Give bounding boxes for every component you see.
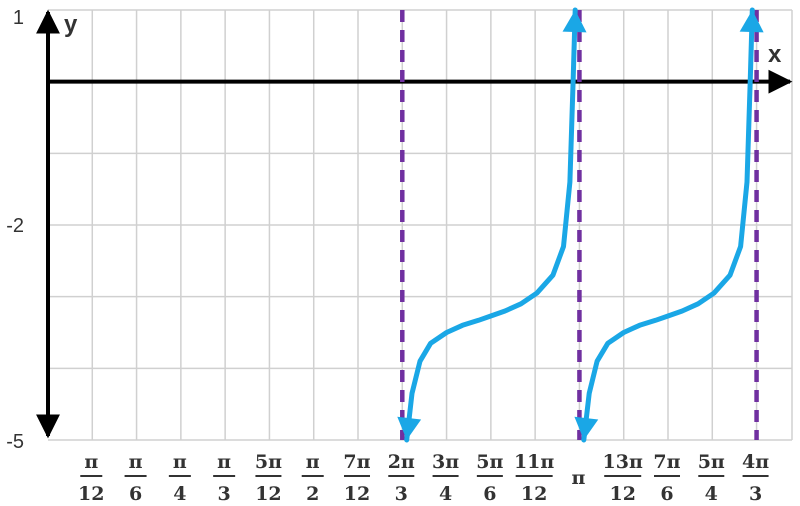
y-tick-label: 1 (13, 7, 24, 29)
x-tick-labels: π12π6π4π35π12π27π122π33π45π611π12π13π127… (78, 451, 769, 505)
x-tick-label: 2π3 (388, 451, 415, 505)
x-tick-denominator: 12 (78, 483, 104, 505)
curve-arrowhead-2-bottom (574, 416, 599, 440)
x-tick-label: 5π6 (476, 451, 503, 505)
curve-arrowhead-1-top (562, 10, 587, 33)
y-tick-label: -2 (6, 215, 24, 237)
x-tick-numerator: π (173, 451, 187, 473)
x-tick-numerator: 2π (388, 451, 415, 473)
axes (36, 9, 793, 439)
y-tick-labels: 1 -2 -5 (6, 7, 24, 453)
x-tick-denominator: 12 (255, 483, 281, 505)
curves (397, 7, 764, 443)
x-tick-numerator: 7π (653, 451, 680, 473)
x-tick-numerator: 13π (603, 451, 643, 473)
x-tick-numerator: 5π (698, 451, 725, 473)
x-tick-denominator: 6 (129, 483, 142, 505)
x-axis-label: x (768, 41, 782, 68)
x-tick-label: 7π6 (653, 451, 680, 505)
x-tick-denominator: 12 (344, 483, 370, 505)
x-tick-label: 4π3 (742, 451, 769, 505)
x-tick-denominator: 6 (660, 483, 673, 505)
x-tick-numerator: 11π (514, 451, 554, 473)
curve-arrowhead-1-bottom (397, 416, 422, 440)
x-tick-whole: π (571, 467, 585, 489)
x-tick-denominator: 12 (521, 483, 547, 505)
curve-arrowhead-2-top (739, 10, 764, 33)
x-tick-denominator: 3 (395, 483, 408, 505)
x-tick-numerator: 7π (343, 451, 370, 473)
x-tick-label: π2 (301, 451, 324, 505)
y-axis-label: y (64, 11, 78, 38)
x-tick-denominator: 6 (483, 483, 496, 505)
grid (48, 9, 793, 441)
asymptotes (400, 10, 759, 440)
x-tick-label: π 12 (78, 451, 104, 505)
x-tick-denominator: 12 (609, 483, 635, 505)
x-tick-numerator: π (129, 451, 143, 473)
x-tick-denominator: 3 (218, 483, 231, 505)
x-tick-numerator: π (84, 451, 98, 473)
x-tick-denominator: 3 (749, 483, 762, 505)
x-tick-denominator: 2 (306, 483, 319, 505)
x-tick-label: π6 (124, 451, 147, 505)
x-tick-label: 5π4 (698, 451, 725, 505)
x-tick-denominator: 4 (705, 483, 718, 505)
x-tick-denominator: 4 (439, 483, 452, 505)
x-tick-numerator: 5π (476, 451, 503, 473)
x-tick-numerator: π (306, 451, 320, 473)
y-tick-label: -5 (6, 431, 24, 453)
x-tick-label: π (571, 467, 585, 489)
x-tick-label: π3 (213, 451, 236, 505)
x-tick-numerator: π (217, 451, 231, 473)
x-tick-numerator: 5π (255, 451, 282, 473)
x-tick-numerator: 4π (742, 451, 769, 473)
x-tick-label: π4 (168, 451, 191, 505)
curve-branch-2 (581, 7, 755, 443)
curve-branch-1 (404, 7, 578, 443)
x-tick-numerator: 3π (432, 451, 459, 473)
x-tick-label: 3π4 (432, 451, 459, 505)
x-tick-denominator: 4 (173, 483, 186, 505)
